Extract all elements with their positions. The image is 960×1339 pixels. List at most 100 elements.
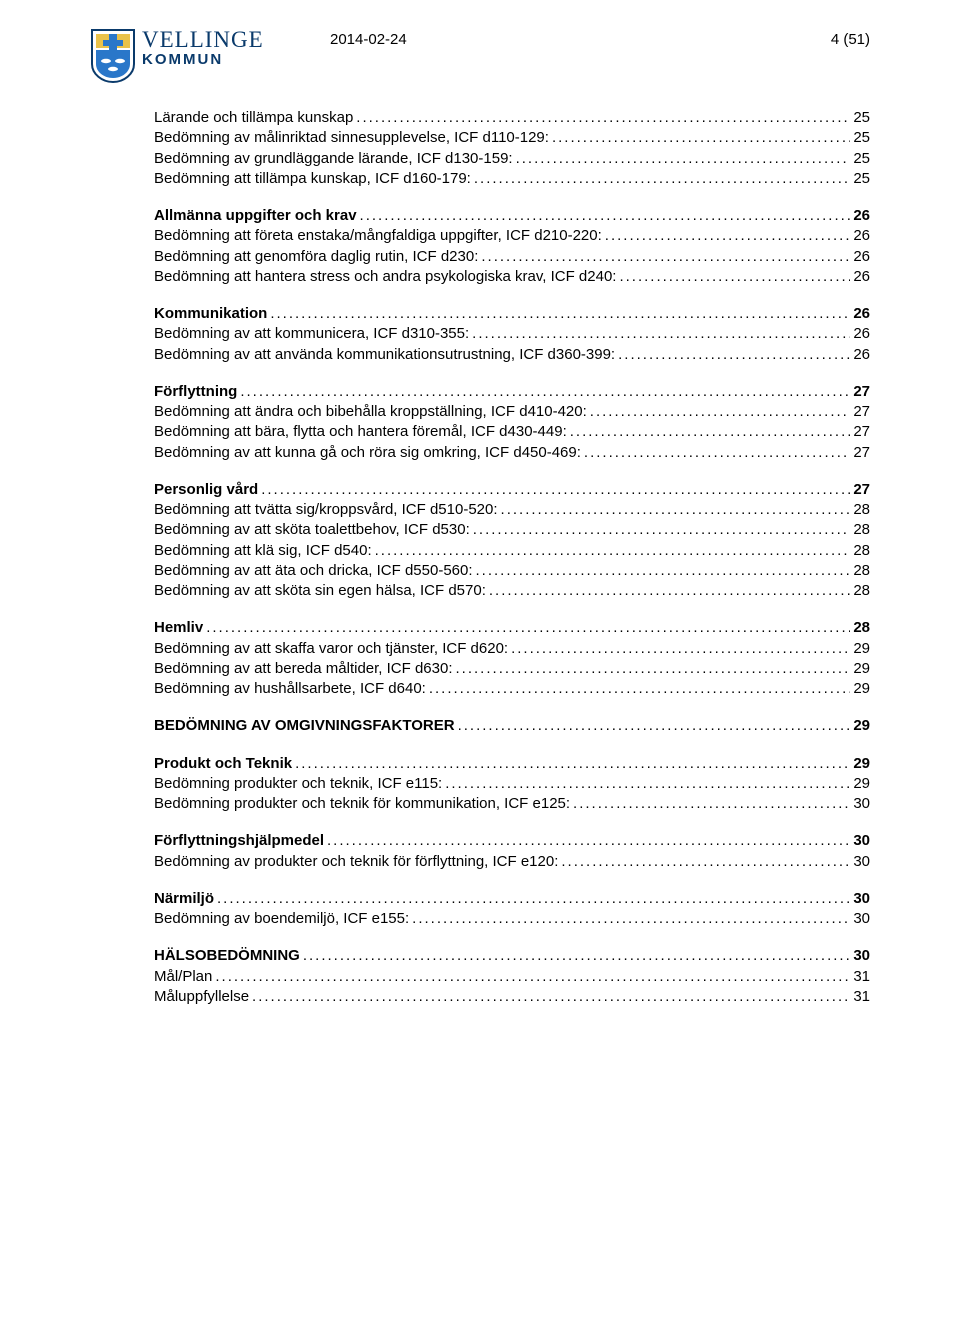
toc-entry[interactable]: Bedömning produkter och teknik, ICF e115… xyxy=(154,774,870,794)
toc-entry[interactable]: Lärande och tillämpa kunskap25 xyxy=(154,108,870,128)
toc-leader xyxy=(573,794,850,814)
toc-entry[interactable]: Måluppfyllelse 31 xyxy=(154,987,870,1007)
toc-page-number: 31 xyxy=(853,987,870,1007)
toc-label: Förflyttning xyxy=(154,382,237,402)
toc-entry[interactable]: Närmiljö 30 xyxy=(154,889,870,909)
toc-page-number: 28 xyxy=(853,618,870,638)
toc-label: Bedömning av att bereda måltider, ICF d6… xyxy=(154,659,453,679)
toc-label: Bedömning av hushållsarbete, ICF d640: xyxy=(154,679,426,699)
toc-label: Bedömning att tillämpa kunskap, ICF d160… xyxy=(154,169,471,189)
toc-leader xyxy=(429,679,850,699)
toc-label: Måluppfyllelse xyxy=(154,987,249,1007)
header-date: 2014-02-24 xyxy=(330,28,780,50)
toc-entry[interactable]: Bedömning att genomföra daglig rutin, IC… xyxy=(154,247,870,267)
toc-page-number: 28 xyxy=(853,541,870,561)
toc-entry[interactable]: Bedömning att ändra och bibehålla kropps… xyxy=(154,402,870,422)
toc-entry[interactable]: Förflyttning27 xyxy=(154,382,870,402)
toc-page-number: 26 xyxy=(853,226,870,246)
toc-leader xyxy=(412,909,850,929)
toc-page-number: 26 xyxy=(853,247,870,267)
toc-entry[interactable]: Mål/Plan31 xyxy=(154,967,870,987)
toc-label: Bedömning av att skaffa varor och tjänst… xyxy=(154,639,508,659)
toc-leader xyxy=(619,267,850,287)
toc-label: Bedömning av att sköta sin egen hälsa, I… xyxy=(154,581,486,601)
toc-entry[interactable]: Bedömning av boendemiljö, ICF e155:30 xyxy=(154,909,870,929)
toc-page-number: 25 xyxy=(853,169,870,189)
toc-entry[interactable]: HÄLSOBEDÖMNING30 xyxy=(154,946,870,966)
toc-leader xyxy=(270,304,850,324)
toc-entry[interactable]: Personlig vård27 xyxy=(154,480,870,500)
toc-entry[interactable]: Bedömning produkter och teknik för kommu… xyxy=(154,794,870,814)
toc-page-number: 28 xyxy=(853,561,870,581)
toc-label: Hemliv xyxy=(154,618,203,638)
toc-leader xyxy=(570,422,851,442)
toc-leader xyxy=(458,716,851,736)
toc-label: Allmänna uppgifter och krav xyxy=(154,206,357,226)
toc-entry[interactable]: Bedömning att företa enstaka/mångfaldiga… xyxy=(154,226,870,246)
toc-entry[interactable]: Bedömning av att äta och dricka, ICF d55… xyxy=(154,561,870,581)
toc-entry[interactable]: Bedömning av målinriktad sinnesupplevels… xyxy=(154,128,870,148)
toc-page-number: 27 xyxy=(853,443,870,463)
toc-entry[interactable]: Bedömning av att sköta toalettbehov, ICF… xyxy=(154,520,870,540)
toc-label: Bedömning av grundläggande lärande, ICF … xyxy=(154,149,513,169)
toc-section: Hemliv 28 Bedömning av att skaffa varor oc… xyxy=(154,618,870,699)
toc-page-number: 30 xyxy=(853,946,870,966)
toc-label: Förflyttningshjälpmedel xyxy=(154,831,324,851)
toc-label: Närmiljö xyxy=(154,889,214,909)
toc-label: Lärande och tillämpa kunskap xyxy=(154,108,353,128)
toc-entry[interactable]: Bedömning av grundläggande lärande, ICF … xyxy=(154,149,870,169)
toc-entry[interactable]: Hemliv 28 xyxy=(154,618,870,638)
toc-leader xyxy=(618,345,850,365)
toc-label: Bedömning av att äta och dricka, ICF d55… xyxy=(154,561,473,581)
toc-entry[interactable]: Bedömning av att sköta sin egen hälsa, I… xyxy=(154,581,870,601)
toc-leader xyxy=(295,754,850,774)
logo-text: VELLINGE KOMMUN xyxy=(142,28,264,68)
toc-page-number: 30 xyxy=(853,889,870,909)
toc-page-number: 27 xyxy=(853,402,870,422)
toc-entry[interactable]: Produkt och Teknik29 xyxy=(154,754,870,774)
toc-leader xyxy=(375,541,851,561)
toc-page-number: 26 xyxy=(853,304,870,324)
toc-section: HÄLSOBEDÖMNING30Mål/Plan31Måluppfyllelse… xyxy=(154,946,870,1007)
toc-page-number: 29 xyxy=(853,659,870,679)
toc-entry[interactable]: Förflyttningshjälpmedel30 xyxy=(154,831,870,851)
toc-label: Bedömning av att kunna gå och röra sig o… xyxy=(154,443,581,463)
toc-page-number: 30 xyxy=(853,794,870,814)
toc-page-number: 28 xyxy=(853,500,870,520)
toc-leader xyxy=(561,852,850,872)
toc-section: Personlig vård27Bedömning att tvätta sig… xyxy=(154,480,870,602)
toc-label: Bedömning av att kommunicera, ICF d310-3… xyxy=(154,324,469,344)
logo-vellinge: VELLINGE xyxy=(142,28,264,52)
toc-entry[interactable]: Bedömning av hushållsarbete, ICF d640: 29 xyxy=(154,679,870,699)
toc-label: Bedömning att genomföra daglig rutin, IC… xyxy=(154,247,478,267)
toc-label: Bedömning av att använda kommunikationsu… xyxy=(154,345,615,365)
toc-label: Bedömning av boendemiljö, ICF e155: xyxy=(154,909,409,929)
toc-label: Bedömning att företa enstaka/mångfaldiga… xyxy=(154,226,602,246)
toc-entry[interactable]: Allmänna uppgifter och krav26 xyxy=(154,206,870,226)
toc-page-number: 29 xyxy=(853,639,870,659)
toc-entry[interactable]: Bedömning av att bereda måltider, ICF d6… xyxy=(154,659,870,679)
toc-page-number: 29 xyxy=(853,679,870,699)
toc-entry[interactable]: Bedömning att tillämpa kunskap, ICF d160… xyxy=(154,169,870,189)
toc-label: Personlig vård xyxy=(154,480,258,500)
toc-entry[interactable]: Bedömning att hantera stress och andra p… xyxy=(154,267,870,287)
toc-label: Bedömning av målinriktad sinnesupplevels… xyxy=(154,128,549,148)
toc-leader xyxy=(489,581,850,601)
toc-entry[interactable]: Bedömning av produkter och teknik för fö… xyxy=(154,852,870,872)
toc-entry[interactable]: Bedömning att bära, flytta och hantera f… xyxy=(154,422,870,442)
toc-entry[interactable]: Bedömning av att använda kommunikationsu… xyxy=(154,345,870,365)
toc-leader xyxy=(356,108,850,128)
toc-entry[interactable]: Bedömning av att kommunicera, ICF d310-3… xyxy=(154,324,870,344)
toc-entry[interactable]: Bedömning att klä sig, ICF d540:28 xyxy=(154,541,870,561)
toc-leader xyxy=(261,480,850,500)
toc-entry[interactable]: Kommunikation26 xyxy=(154,304,870,324)
toc-label: Bedömning produkter och teknik, ICF e115… xyxy=(154,774,442,794)
toc-entry[interactable]: Bedömning av att skaffa varor och tjänst… xyxy=(154,639,870,659)
toc-leader xyxy=(590,402,851,422)
toc-leader xyxy=(240,382,850,402)
toc-label: Bedömning produkter och teknik för kommu… xyxy=(154,794,570,814)
toc-entry[interactable]: Bedömning att tvätta sig/kroppsvård, ICF… xyxy=(154,500,870,520)
toc-entry[interactable]: Bedömning av att kunna gå och röra sig o… xyxy=(154,443,870,463)
toc-entry[interactable]: BEDÖMNING AV OMGIVNINGSFAKTORER29 xyxy=(154,716,870,736)
toc-page-number: 26 xyxy=(853,324,870,344)
